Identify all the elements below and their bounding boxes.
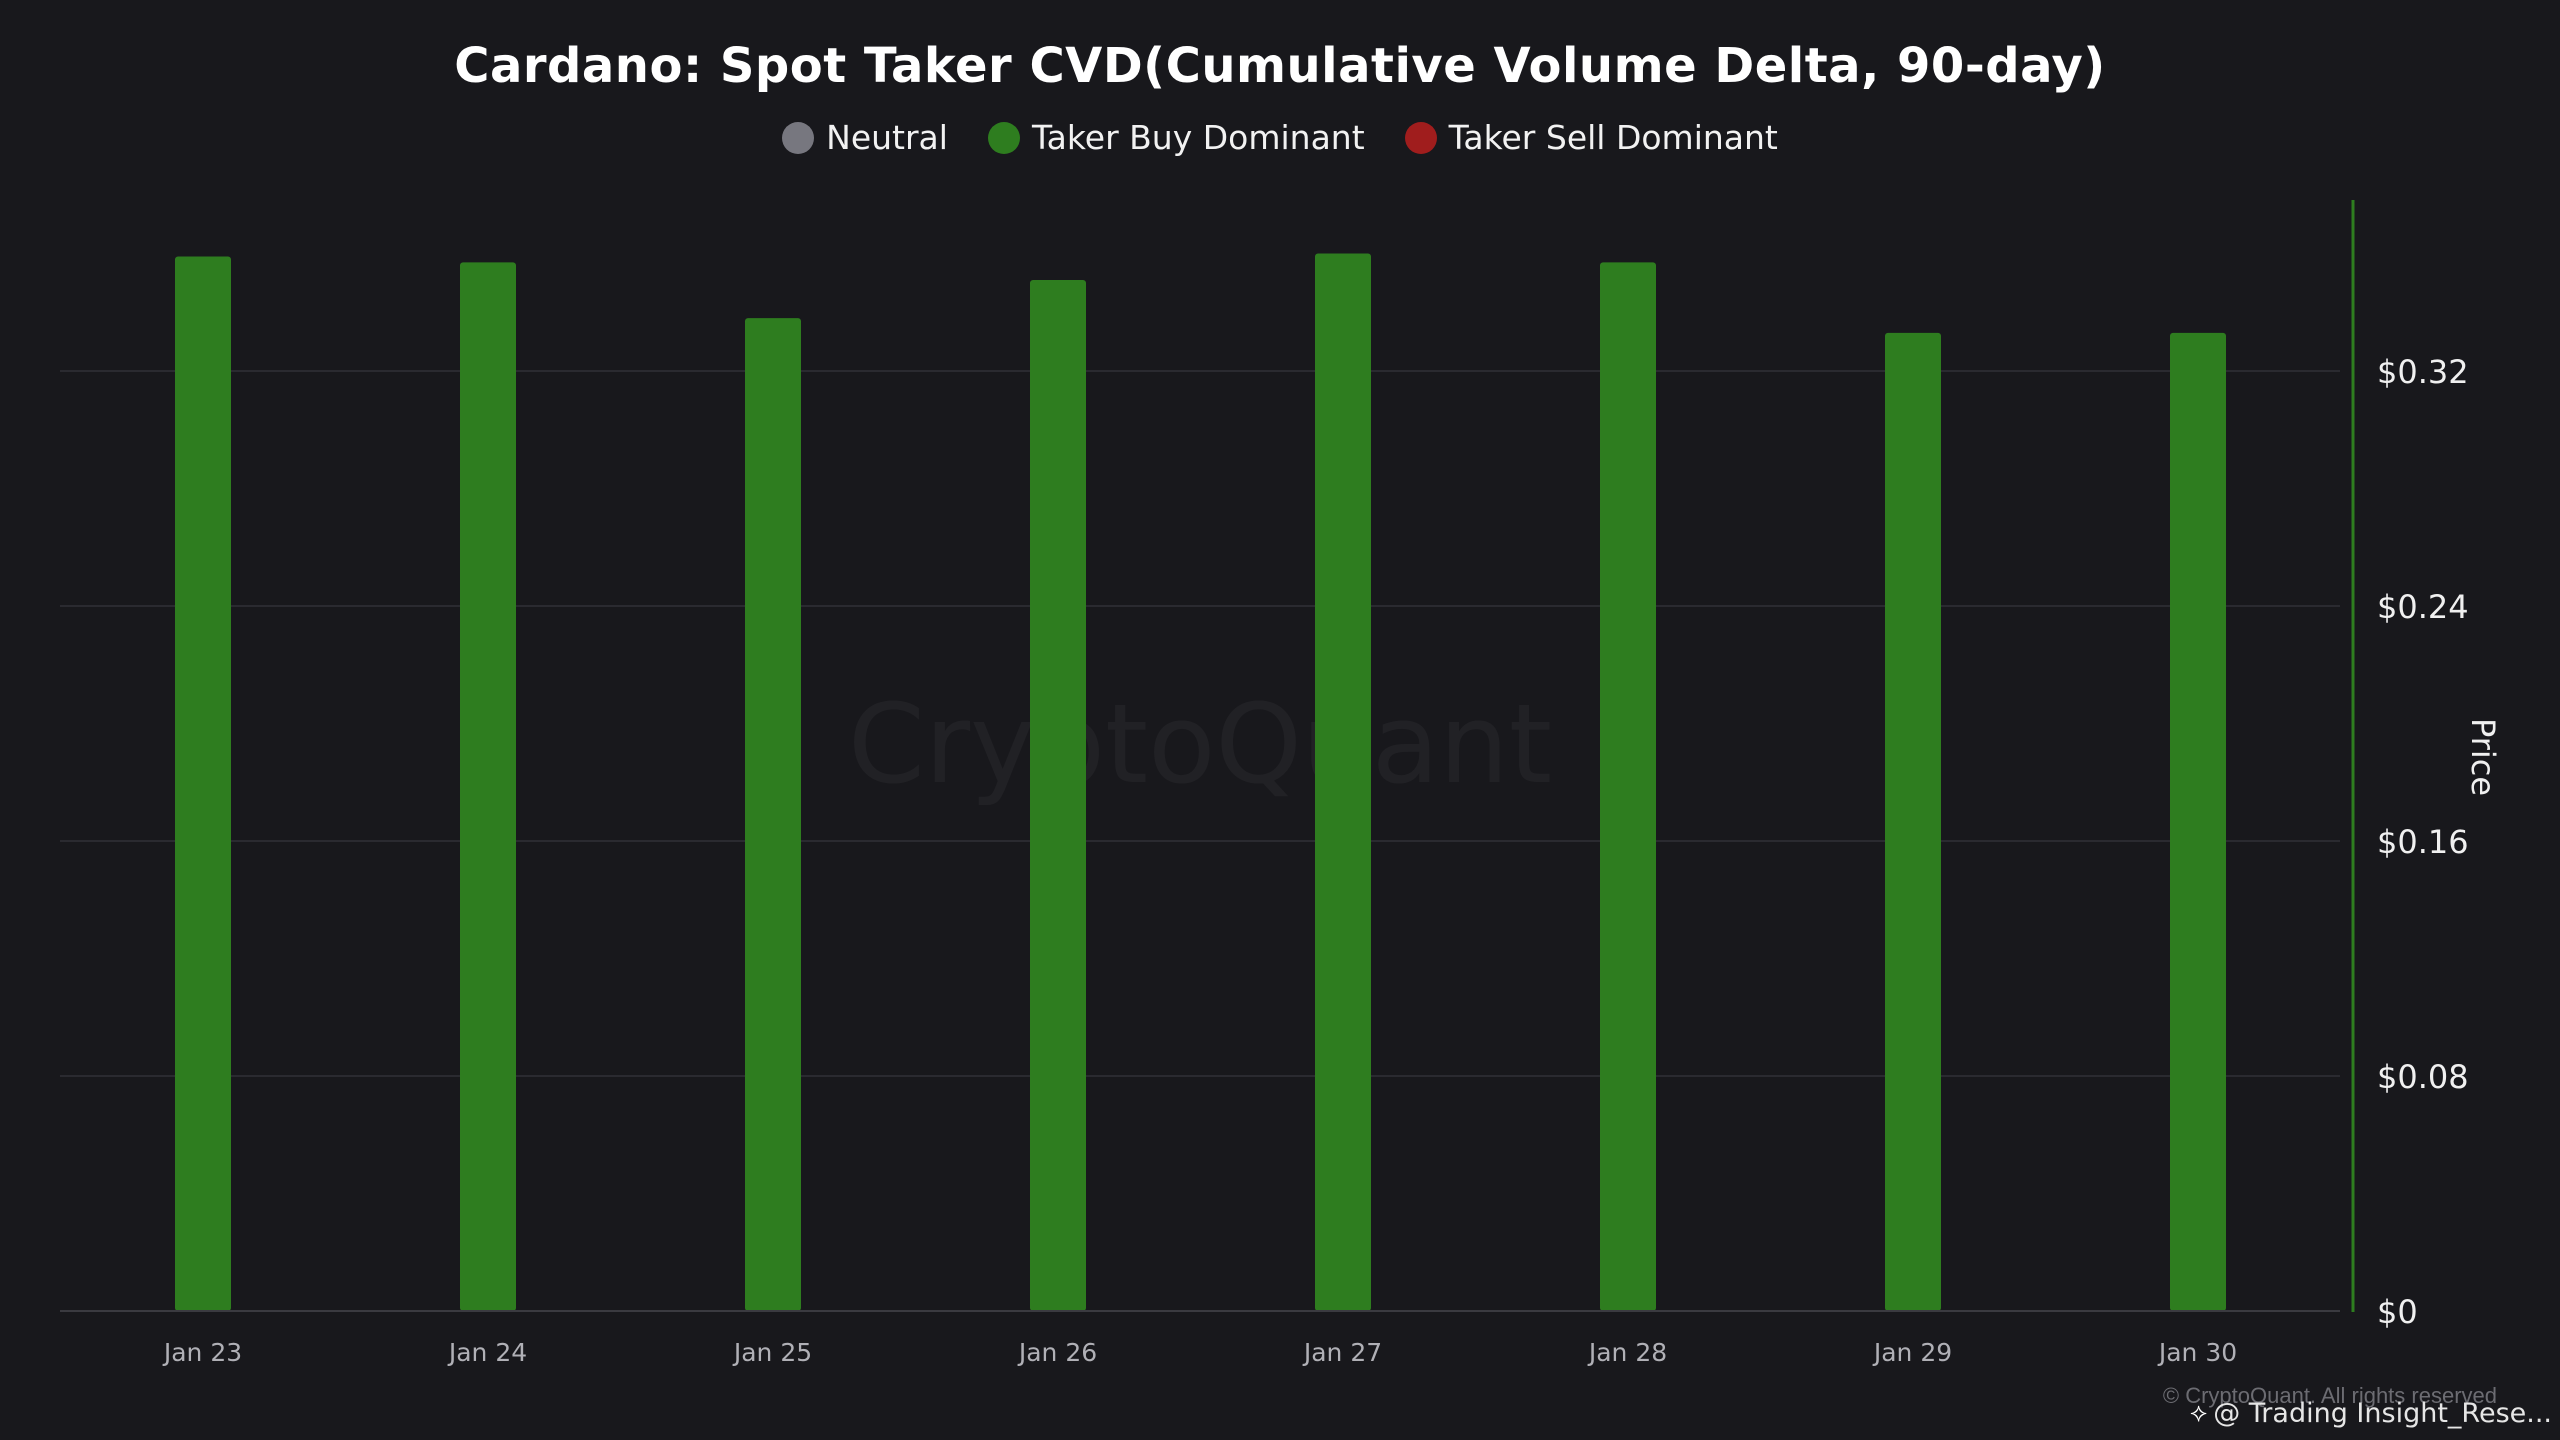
legend-dot-taker-buy (987, 121, 1020, 154)
grid-lines (60, 370, 2340, 1077)
x-tick-label: Jan 23 (162, 1338, 242, 1367)
credit: ⟡ @ Trading Insight_Rese... (2190, 1398, 2552, 1429)
y-tick-label: $0.08 (2377, 1058, 2469, 1096)
credit-text: @ Trading Insight_Rese... (2213, 1398, 2552, 1429)
axes: $0 $0.08 $0.16 $0.24 $0.32 Price Jan 23 Jan 24 J… (60, 200, 2502, 1367)
chart-title: Cardano: Spot Taker CVD(Cumulative Volum… (454, 38, 2106, 94)
bar[interactable] (1030, 279, 1086, 1311)
legend-label-taker-sell: Taker Sell Dominant (1448, 118, 1778, 157)
bar[interactable] (1315, 253, 1371, 1312)
y-tick-label: $0 (2377, 1293, 2418, 1331)
bar[interactable] (460, 262, 516, 1311)
legend-dot-neutral (782, 121, 815, 154)
x-tick-label: Jan 24 (447, 1338, 527, 1367)
y-axis-label: Price (2464, 718, 2502, 796)
x-tick-label: Jan 26 (1017, 1338, 1097, 1367)
x-tick-label: Jan 25 (732, 1338, 812, 1367)
x-tick-label: Jan 28 (1587, 1338, 1667, 1367)
legend-item-taker-buy[interactable]: Taker Buy Dominant (987, 118, 1365, 157)
bar[interactable] (745, 318, 801, 1311)
legend-item-neutral[interactable]: Neutral (782, 118, 948, 157)
x-tick-label: Jan 27 (1302, 1338, 1382, 1367)
bar[interactable] (1885, 332, 1941, 1311)
legend-dot-taker-sell (1404, 121, 1437, 154)
y-tick-label: $0.32 (2377, 353, 2469, 391)
copyright-text: © CryptoQuant. All rights reserved (2162, 1383, 2497, 1408)
bar[interactable] (2170, 332, 2226, 1311)
legend: Neutral Taker Buy Dominant Taker Sell Do… (0, 118, 2560, 157)
binance-icon: ⟡ (2190, 1398, 2208, 1428)
x-tick-label: Jan 29 (1872, 1338, 1952, 1367)
legend-label-neutral: Neutral (826, 118, 948, 157)
legend-item-taker-sell[interactable]: Taker Sell Dominant (1404, 118, 1778, 157)
bar[interactable] (175, 256, 231, 1311)
bars (175, 253, 2226, 1312)
y-tick-label: $0.16 (2377, 823, 2469, 861)
y-tick-label: $0.24 (2377, 588, 2469, 626)
x-tick-label: Jan 30 (2157, 1338, 2237, 1367)
legend-label-taker-buy: Taker Buy Dominant (1031, 118, 1365, 157)
bar[interactable] (1600, 262, 1656, 1311)
